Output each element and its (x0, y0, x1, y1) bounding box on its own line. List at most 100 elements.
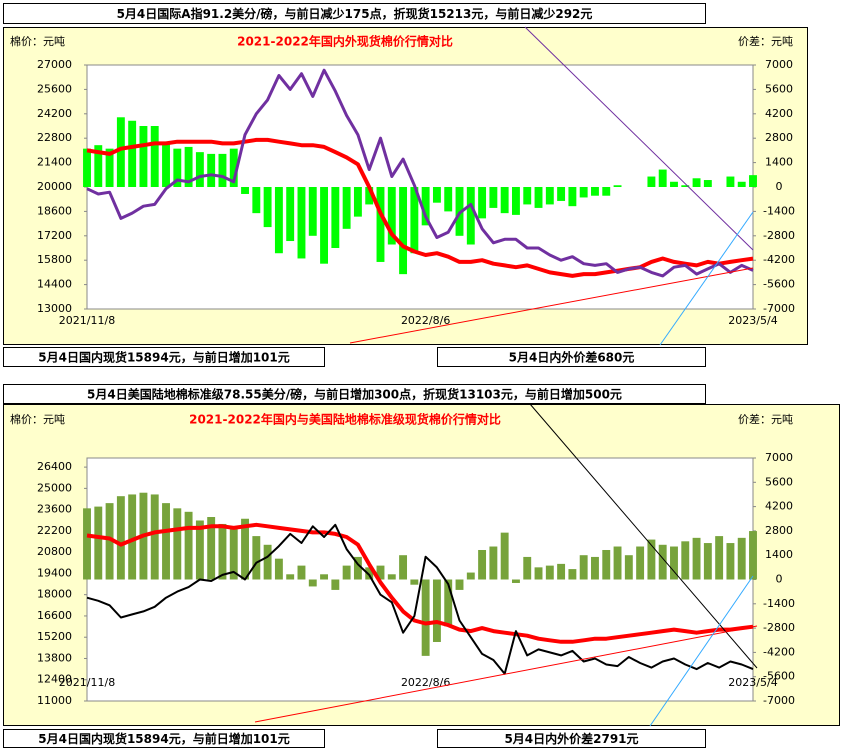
bar (83, 508, 91, 580)
y-tick-label: 27000 (37, 58, 72, 71)
y2-tick-label: -1400 (763, 204, 795, 217)
annotation-box (3, 384, 706, 404)
bar (466, 572, 475, 580)
bar (636, 546, 645, 580)
bar (523, 187, 532, 205)
chart-title: 2021-2022年国内与美国陆地棉标准级现货棉价行情对比 (189, 412, 501, 427)
chart-title: 2021-2022年国内外现货棉价行情对比 (237, 34, 453, 49)
x-tick-label: 2023/5/4 (728, 314, 777, 327)
bar (150, 126, 159, 187)
y-tick-label: 17200 (37, 229, 72, 242)
y-tick-label: 21400 (37, 156, 72, 169)
bar (421, 187, 430, 226)
bar (455, 579, 464, 590)
bar (218, 153, 227, 187)
bar (500, 187, 509, 214)
bar (523, 556, 532, 580)
bar (466, 187, 475, 245)
bar (195, 520, 204, 580)
y2-tick-label: 1400 (765, 548, 793, 561)
bar (511, 187, 520, 215)
bar (624, 555, 633, 580)
annotation: 5月4日国内现货15894元，与前日增加101元 (38, 731, 290, 746)
bar (128, 494, 137, 580)
bar (116, 117, 125, 187)
bar (342, 187, 351, 229)
y2-tick-label: -5600 (763, 670, 795, 683)
line (86, 68, 754, 278)
bar (444, 579, 453, 627)
y-tick-label: 19400 (37, 566, 72, 579)
y2-tick-label: 5600 (765, 82, 793, 95)
annotation-box (3, 3, 706, 24)
y2-tick-label: -1400 (763, 597, 795, 610)
bar (568, 569, 577, 580)
bar (139, 126, 148, 187)
bar (703, 180, 712, 187)
x-tick-label: 2023/5/4 (728, 676, 777, 689)
bar (252, 187, 261, 214)
bar (286, 574, 295, 580)
y-tick-label: 26400 (37, 460, 72, 473)
bar (478, 187, 487, 219)
bar (579, 555, 588, 580)
arrow (254, 625, 758, 723)
y2-tick-label: 1400 (765, 156, 793, 169)
annotation: 5月4日内外价差680元 (509, 350, 635, 365)
bar (489, 546, 498, 580)
bar (399, 187, 408, 275)
bar (365, 187, 374, 205)
bar (150, 494, 159, 580)
bar (500, 532, 509, 580)
bar (557, 563, 566, 580)
bar (241, 518, 249, 580)
bar (681, 185, 690, 187)
bar (737, 181, 746, 187)
bar (579, 187, 588, 198)
y-tick-label: 25000 (37, 481, 72, 494)
bar (410, 187, 419, 254)
bar (376, 565, 385, 580)
y2-tick-label: -5600 (763, 278, 795, 291)
y2-tick-label: -7000 (763, 302, 795, 315)
annotation: 5月4日国内现货15894元，与前日增加101元 (38, 350, 290, 365)
line (86, 522, 754, 644)
bar (263, 187, 272, 228)
bar (726, 176, 735, 187)
bar (387, 187, 396, 245)
bar (353, 187, 362, 217)
bar (534, 187, 543, 208)
bar (692, 537, 701, 580)
bar (602, 549, 611, 580)
bar (647, 539, 656, 580)
bar (252, 536, 261, 580)
bar (545, 565, 554, 580)
y2-tick-label: -2800 (763, 229, 795, 242)
bar (670, 181, 678, 187)
arrow (349, 267, 754, 344)
y2-tick-label: 7000 (765, 58, 793, 71)
bar (286, 187, 295, 242)
y2-tick-label: 4200 (765, 500, 793, 513)
bar (647, 176, 656, 187)
y2-tick-label: -7000 (763, 694, 795, 707)
bar (173, 508, 182, 580)
bar (489, 187, 498, 208)
bar (207, 153, 216, 187)
bar (83, 148, 91, 187)
bar (534, 567, 543, 580)
y2-tick-label: 0 (776, 180, 783, 193)
bar (726, 543, 735, 580)
bar (94, 145, 103, 187)
arrows (254, 26, 758, 727)
bar (365, 567, 374, 580)
y-tick-label: 13000 (37, 302, 72, 315)
bar (670, 546, 678, 580)
bar (331, 579, 340, 590)
y2-tick-label: 2800 (765, 524, 793, 537)
bar (229, 529, 238, 580)
bar (749, 175, 757, 187)
bar (263, 544, 272, 580)
annotation-box (3, 347, 325, 367)
